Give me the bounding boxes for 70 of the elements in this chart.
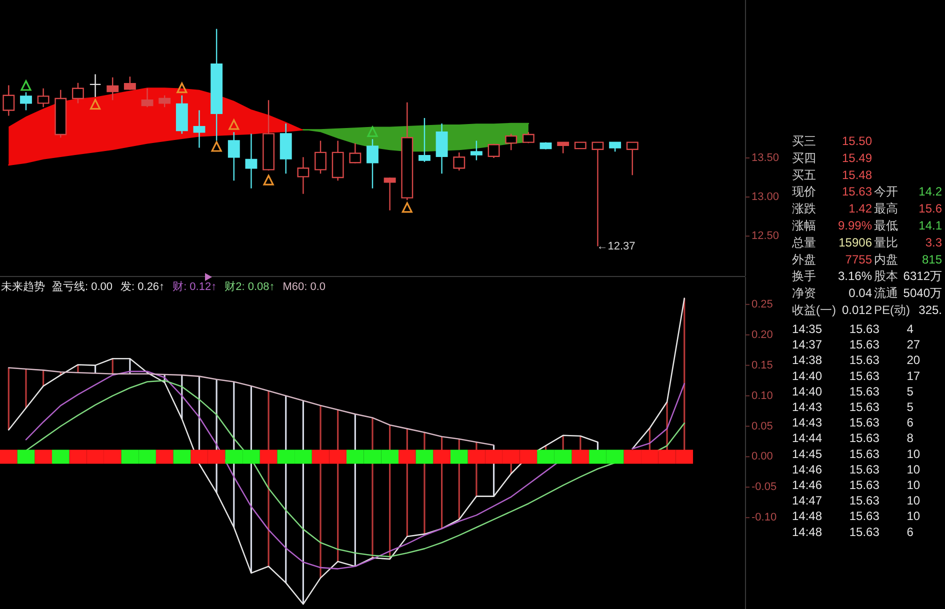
cell: PE(动)	[874, 303, 910, 317]
tick-label: 0.25	[752, 298, 773, 310]
title: 未来趋势	[1, 281, 45, 293]
annotation: 盈亏线: 0.00	[52, 281, 113, 293]
trade-row: 14:43 15.63 6	[792, 416, 914, 430]
cell: 1.42	[848, 202, 872, 216]
cell: 3.16%	[838, 269, 872, 284]
trade-row: 14:43 15.63 5	[792, 400, 914, 414]
tick-label: 0.05	[752, 420, 773, 432]
cell: 总量	[792, 235, 816, 250]
trade-row: 14:40 15.63 17	[792, 368, 920, 383]
legend-entry: M60: 0.0	[282, 281, 326, 293]
cell: 最高	[874, 202, 898, 216]
cell: 3.3	[925, 235, 942, 250]
trade-row: 14:44 15.63 8	[792, 431, 914, 446]
tick-label: 13.00	[752, 191, 780, 204]
cell: 涨跌	[792, 202, 816, 216]
cell: 买四	[792, 150, 816, 165]
legend-entry: 财: 0.12↑	[172, 281, 217, 293]
cell: 15906	[838, 235, 872, 250]
cell: 15.49	[842, 150, 872, 165]
cell: 外盘	[792, 252, 816, 266]
cell: 815	[922, 252, 942, 266]
cell: 14.1	[918, 218, 942, 232]
cell: 今开	[874, 184, 898, 199]
tick-label: 0.20	[752, 328, 773, 341]
cell: 量比	[874, 235, 898, 250]
tick-label: 0.10	[752, 390, 773, 402]
cell: 15.50	[842, 134, 872, 148]
cell: 5040万	[903, 286, 942, 300]
cell: 内盘	[874, 252, 898, 266]
cell: 0.012	[842, 303, 872, 317]
trade-row: 14:38 15.63 20	[792, 353, 920, 368]
legend-entry: 财2: 0.08↑	[224, 281, 275, 293]
cell: 买五	[792, 168, 816, 182]
trade-row: 14:35 15.63 4	[792, 322, 914, 336]
cell: 15.6	[918, 202, 942, 216]
cell: 换手	[792, 269, 816, 284]
trade-row: 14:48 15.63 10	[792, 509, 920, 524]
cell: 买三	[792, 134, 816, 148]
cell: 涨幅	[792, 218, 816, 232]
cell: 325.	[918, 303, 942, 317]
legend-entry: 发: 0.26↑	[120, 281, 165, 293]
cell: 7755	[845, 252, 872, 266]
cell: 净资	[792, 286, 816, 300]
tick-label: 0.00	[752, 450, 773, 463]
cell: 6312万	[903, 269, 942, 284]
annotation: ←12.37	[596, 240, 636, 252]
cell: 现价	[792, 184, 816, 199]
cell: 15.63	[842, 184, 872, 199]
cell: 收益(一)	[792, 303, 836, 317]
trade-row: 14:48 15.63 6	[792, 524, 914, 539]
cell: 0.04	[848, 286, 872, 300]
tick-label: -0.10	[752, 512, 777, 524]
trade-row: 14:45 15.63 10	[792, 446, 920, 461]
cell: 股本	[874, 269, 898, 284]
cell: 14.2	[918, 184, 942, 199]
trade-row: 14:40 15.63 5	[792, 384, 914, 398]
cell: 流通	[874, 286, 898, 300]
cell: 15.48	[842, 168, 872, 182]
trade-row: 14:46 15.63 10	[792, 478, 920, 492]
tick-label: 13.50	[752, 152, 780, 164]
trade-row: 14:37 15.63 27	[792, 338, 920, 352]
trade-row: 14:47 15.63 10	[792, 494, 920, 508]
cell: 9.99%	[838, 218, 872, 232]
tick-label: -0.05	[752, 481, 777, 494]
cell: 最低	[874, 218, 898, 232]
tick-label: 0.15	[752, 359, 773, 372]
trade-row: 14:46 15.63 10	[792, 462, 920, 476]
tick-label: 12.50	[752, 230, 780, 242]
